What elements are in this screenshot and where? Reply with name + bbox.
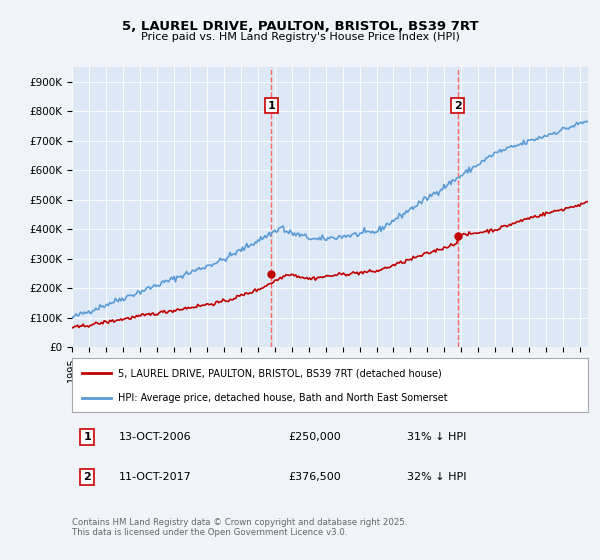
Text: Price paid vs. HM Land Registry's House Price Index (HPI): Price paid vs. HM Land Registry's House … (140, 32, 460, 43)
Text: 1: 1 (268, 100, 275, 110)
Text: 13-OCT-2006: 13-OCT-2006 (118, 432, 191, 442)
Text: 11-OCT-2017: 11-OCT-2017 (118, 472, 191, 482)
Text: HPI: Average price, detached house, Bath and North East Somerset: HPI: Average price, detached house, Bath… (118, 393, 448, 403)
Text: £376,500: £376,500 (289, 472, 341, 482)
Text: 31% ↓ HPI: 31% ↓ HPI (407, 432, 467, 442)
Text: 5, LAUREL DRIVE, PAULTON, BRISTOL, BS39 7RT (detached house): 5, LAUREL DRIVE, PAULTON, BRISTOL, BS39 … (118, 368, 442, 379)
Text: 2: 2 (83, 472, 91, 482)
Text: 1: 1 (83, 432, 91, 442)
Text: £250,000: £250,000 (289, 432, 341, 442)
Text: Contains HM Land Registry data © Crown copyright and database right 2025.
This d: Contains HM Land Registry data © Crown c… (72, 518, 407, 538)
Text: 5, LAUREL DRIVE, PAULTON, BRISTOL, BS39 7RT: 5, LAUREL DRIVE, PAULTON, BRISTOL, BS39 … (122, 20, 478, 32)
Text: 32% ↓ HPI: 32% ↓ HPI (407, 472, 467, 482)
Text: 2: 2 (454, 100, 461, 110)
